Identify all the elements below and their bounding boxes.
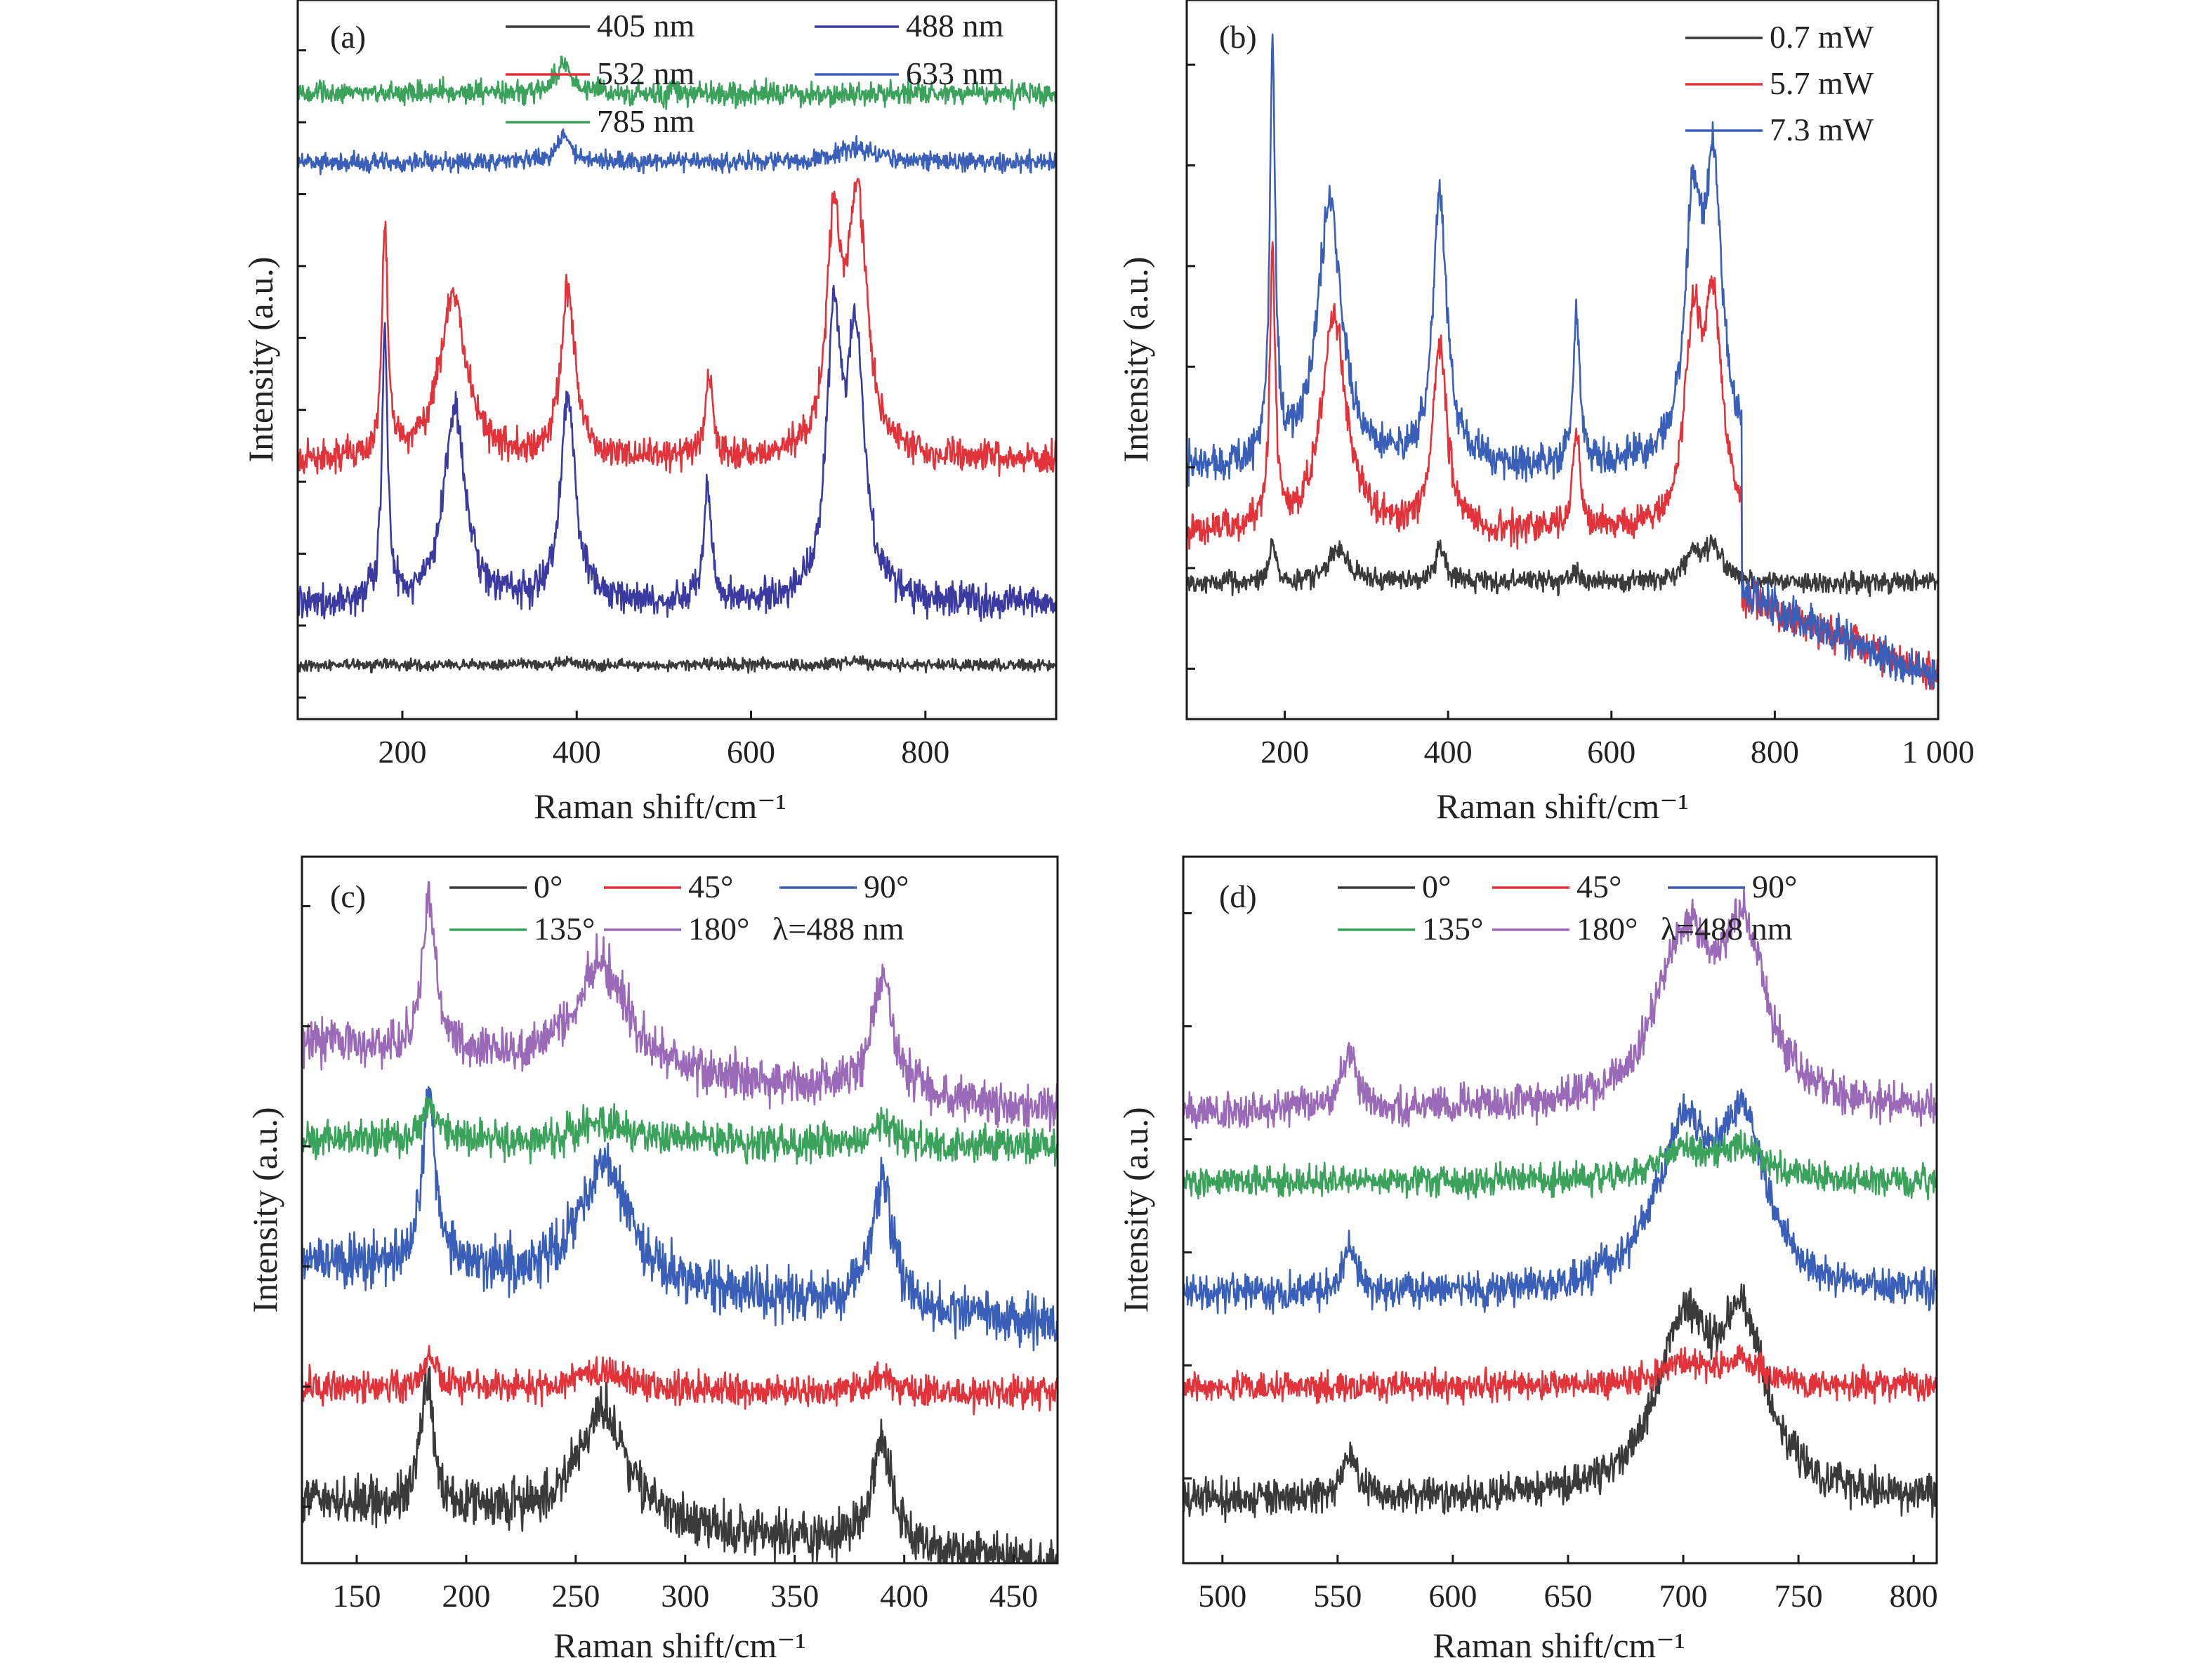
panel-b-frame [1185,0,1940,720]
panel-c-xtick-label: 300 [661,1578,709,1614]
panel-a-xlabel: Raman shift/cm⁻¹ [534,786,786,826]
panel-d-xtick-label: 500 [1198,1578,1246,1614]
panel-d-xtick-label: 750 [1775,1578,1823,1614]
panel-a-xtick-label: 200 [378,734,426,770]
panel-a-xtick-label: 800 [901,734,949,770]
legend-label-d-90deg: 90° [1752,869,1797,904]
legend-note-c: λ=488 nm [772,911,904,947]
legend-label-d-180deg: 180° [1576,911,1638,947]
panel-c-xtick-label: 350 [770,1578,819,1614]
panel-c-series-45deg [302,1345,1058,1416]
panel-d-xtick-label: 550 [1313,1578,1362,1614]
panel-b-xtick-label: 400 [1424,734,1473,770]
panel-d-label: (d) [1219,878,1257,914]
legend-label-a-488-nm: 488 nm [906,8,1004,44]
panel-a-frame [296,0,1058,720]
panel-b-series-7-3-mw [1187,33,1938,690]
panel-b-xtick-label: 600 [1587,734,1635,770]
panel-b-xlabel: Raman shift/cm⁻¹ [1436,786,1688,826]
panel-a-xtick-label: 400 [553,734,601,770]
panel-a-series-488-nm [298,284,1056,622]
panel-a: 200 400 600 800 (a) Raman shift/cm⁻¹ Intens… [241,0,1058,826]
panel-b-label: (b) [1219,19,1257,55]
panel-d-frame [1182,855,1938,1565]
panel-d: 500 550 600 650 700 750 800 (d) Raman shift/cm… [1116,855,1938,1665]
panel-c-xtick-label: 150 [332,1578,381,1614]
panel-c-xtick-label: 200 [442,1578,490,1614]
legend-label-c-135deg: 135° [534,911,595,947]
panel-d-xtick-label: 600 [1428,1578,1477,1614]
legend-label-b-7-3-mw: 7.3 mW [1770,112,1874,147]
panel-c-label: (c) [330,878,366,914]
panel-d-series-0deg [1183,1283,1937,1524]
panel-b: 200 400 600 800 1 000 (b) Raman shift/cm⁻¹ I… [1116,0,1975,826]
panel-a-label: (a) [330,19,366,55]
panel-a-series-405-nm [298,654,1056,674]
legend-label-c-45deg: 45° [688,869,733,904]
panel-c-xtick-label: 250 [551,1578,600,1614]
panel-c-frame [301,855,1059,1565]
legend-label-c-90deg: 90° [864,869,909,904]
panel-d-series-180deg [1183,888,1937,1130]
panel-d-xlabel: Raman shift/cm⁻¹ [1433,1626,1685,1665]
panel-c-xlabel: Raman shift/cm⁻¹ [553,1626,805,1665]
legend-label-d-45deg: 45° [1576,869,1621,904]
legend-label-d-135deg: 135° [1422,911,1483,947]
panel-d-xtick-label: 700 [1659,1578,1708,1614]
panel-b-ylabel: Intensity (a.u.) [1116,257,1155,463]
panel-c-xtick-label: 400 [880,1578,928,1614]
panel-a-series-532-nm [298,178,1056,478]
panel-b-xtick-label: 1 000 [1902,734,1975,770]
panel-c-xtick-label: 450 [989,1578,1038,1614]
panel-d-xtick-label: 650 [1543,1578,1592,1614]
panel-c: 150 200 250 300 350 400 450 (c) Raman shift/cm… [245,855,1059,1665]
legend-label-a-785-nm: 785 nm [597,103,695,139]
panel-a-xtick-label: 600 [727,734,775,770]
panel-c-series-135deg [302,1095,1058,1167]
panel-b-xtick-label: 800 [1751,734,1799,770]
panel-b-series-0-7-mw [1187,534,1938,598]
panel-c-series-180deg [302,881,1058,1133]
legend-label-a-532-nm: 532 nm [597,55,695,91]
legend-label-c-0deg: 0° [534,869,562,904]
panel-b-xtick-label: 200 [1260,734,1309,770]
panel-c-series-0deg [302,1357,1058,1563]
panel-b-series-5-7-mw [1187,241,1938,690]
legend-label-d-0deg: 0° [1422,869,1451,904]
panel-a-ylabel: Intensity (a.u.) [241,257,280,463]
panel-d-series-90deg [1183,1088,1937,1315]
panel-d-ylabel: Intensity (a.u.) [1116,1107,1155,1313]
legend-note-d: λ=488 nm [1661,911,1793,947]
panel-a-series-633-nm [298,128,1056,176]
legend-label-b-0-7-mw: 0.7 mW [1770,19,1874,55]
legend-label-a-405-nm: 405 nm [597,8,695,44]
panel-a-series-785-nm [298,55,1056,111]
panel-d-series-135deg [1183,1129,1937,1201]
legend-label-b-5-7-mw: 5.7 mW [1770,65,1874,101]
legend-label-a-633-nm: 633 nm [906,55,1004,91]
legend-label-c-180deg: 180° [688,911,749,947]
panel-c-ylabel: Intensity (a.u.) [245,1107,284,1313]
panel-d-series-45deg [1183,1344,1937,1406]
panel-d-xtick-label: 800 [1890,1578,1938,1614]
